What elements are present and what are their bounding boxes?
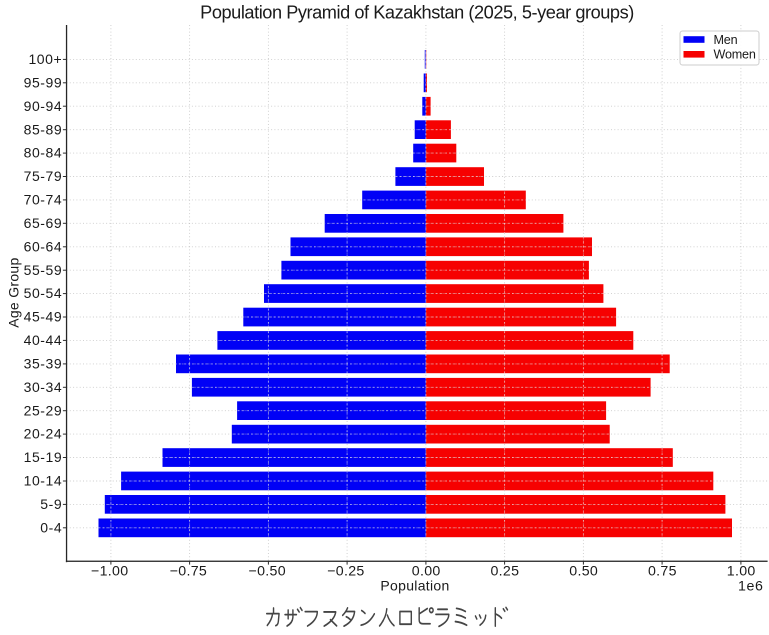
svg-text:85-89: 85-89	[24, 121, 63, 137]
svg-text:70-74: 70-74	[24, 192, 63, 208]
svg-text:−1.00: −1.00	[91, 564, 128, 580]
svg-text:80-84: 80-84	[24, 145, 63, 161]
svg-text:75-79: 75-79	[24, 168, 63, 184]
svg-text:Men: Men	[714, 33, 738, 47]
svg-text:95-99: 95-99	[24, 74, 63, 90]
svg-text:25-29: 25-29	[24, 402, 63, 418]
svg-text:0.75: 0.75	[648, 564, 677, 580]
svg-text:20-24: 20-24	[24, 426, 63, 442]
svg-text:Population Pyramid of Kazakhst: Population Pyramid of Kazakhstan (2025, …	[200, 2, 634, 22]
svg-text:1e6: 1e6	[738, 579, 763, 595]
svg-text:35-39: 35-39	[24, 356, 63, 372]
svg-text:0.50: 0.50	[569, 564, 598, 580]
svg-text:0.00: 0.00	[412, 564, 441, 580]
svg-text:100+: 100+	[28, 51, 62, 67]
svg-text:Population: Population	[380, 578, 449, 594]
svg-text:0-4: 0-4	[40, 519, 62, 535]
svg-text:90-94: 90-94	[24, 98, 63, 114]
svg-text:Age Group: Age Group	[6, 257, 22, 327]
svg-text:50-54: 50-54	[24, 285, 63, 301]
svg-text:40-44: 40-44	[24, 332, 63, 348]
svg-text:55-59: 55-59	[24, 262, 63, 278]
svg-text:−0.75: −0.75	[170, 564, 207, 580]
svg-text:−0.50: −0.50	[248, 564, 285, 580]
svg-text:60-64: 60-64	[24, 238, 63, 254]
svg-text:5-9: 5-9	[40, 496, 62, 512]
svg-text:Women: Women	[714, 48, 756, 62]
svg-text:10-14: 10-14	[24, 473, 63, 489]
svg-text:30-34: 30-34	[24, 379, 63, 395]
svg-text:65-69: 65-69	[24, 215, 63, 231]
svg-text:45-49: 45-49	[24, 309, 63, 325]
svg-text:0.25: 0.25	[490, 564, 519, 580]
svg-text:15-19: 15-19	[24, 449, 63, 465]
svg-text:1.00: 1.00	[727, 564, 756, 580]
svg-text:−0.25: −0.25	[327, 564, 364, 580]
